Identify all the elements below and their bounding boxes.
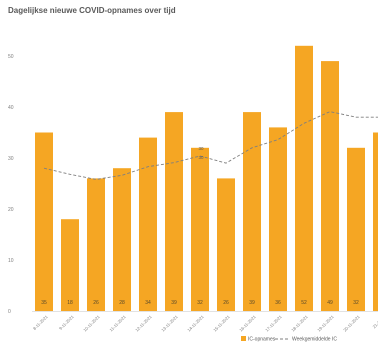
bar xyxy=(321,61,339,311)
y-tick-label: 20 xyxy=(8,207,14,213)
data-label: 26 xyxy=(93,300,99,306)
x-tick-label: 14-11-2021 xyxy=(186,314,205,333)
bar xyxy=(87,178,105,311)
bar xyxy=(113,168,131,311)
data-label: 26 xyxy=(223,300,229,306)
bar xyxy=(191,147,209,311)
x-tick-label: 17-11-2021 xyxy=(264,314,283,333)
data-label: 49 xyxy=(327,300,333,306)
x-tick-label: 18-11-2021 xyxy=(290,314,309,333)
y-tick-label: 40 xyxy=(8,105,14,111)
x-tick-label: 16-11-2021 xyxy=(238,314,257,333)
data-label: 52 xyxy=(301,300,307,306)
data-label: 35 xyxy=(41,300,47,306)
x-tick-label: 12-11-2021 xyxy=(134,314,153,333)
y-tick-label: 50 xyxy=(8,54,14,60)
data-label: 39 xyxy=(171,300,177,306)
series-line xyxy=(43,111,378,180)
annotation-label: 30 xyxy=(198,146,204,151)
bar xyxy=(269,127,287,312)
bar xyxy=(35,132,53,311)
legend-swatch-bar xyxy=(241,336,246,341)
legend-label: Weekgemiddelde IC xyxy=(292,337,337,343)
bar xyxy=(347,147,365,311)
bar xyxy=(373,132,378,311)
x-tick-label: 15-11-2021 xyxy=(212,314,231,333)
data-label: 32 xyxy=(197,300,203,306)
data-label: 28 xyxy=(119,300,125,306)
x-tick-label: 9-11-2021 xyxy=(58,314,75,331)
bar xyxy=(61,219,79,311)
x-tick-label: 13-11-2021 xyxy=(160,314,179,333)
y-tick-label: 30 xyxy=(8,156,14,162)
x-tick-label: 20-11-2021 xyxy=(342,314,361,333)
data-label: 36 xyxy=(275,300,281,306)
x-tick-label: 10-11-2021 xyxy=(82,314,101,333)
x-tick-label: 19-11-2021 xyxy=(316,314,335,333)
data-label: 34 xyxy=(145,300,151,306)
bar xyxy=(295,45,313,312)
bar xyxy=(139,137,157,311)
bar xyxy=(217,178,235,311)
chart-title: Dagelijkse nieuwe COVID-opnames over tij… xyxy=(8,6,176,15)
data-label: 39 xyxy=(249,300,255,306)
y-tick-label: 10 xyxy=(8,258,14,264)
x-tick-label: 11-11-2021 xyxy=(108,314,127,333)
data-label: 18 xyxy=(67,300,73,306)
legend-label: IC-opnames xyxy=(248,337,276,343)
data-label: 32 xyxy=(353,300,359,306)
annotation-label: 30 xyxy=(198,155,204,160)
bar xyxy=(243,112,261,311)
y-tick-label: 0 xyxy=(8,309,11,315)
x-tick-label: 8-11-2021 xyxy=(32,314,49,331)
x-tick-label: 21-11-20 xyxy=(372,314,378,330)
bar xyxy=(165,112,183,311)
